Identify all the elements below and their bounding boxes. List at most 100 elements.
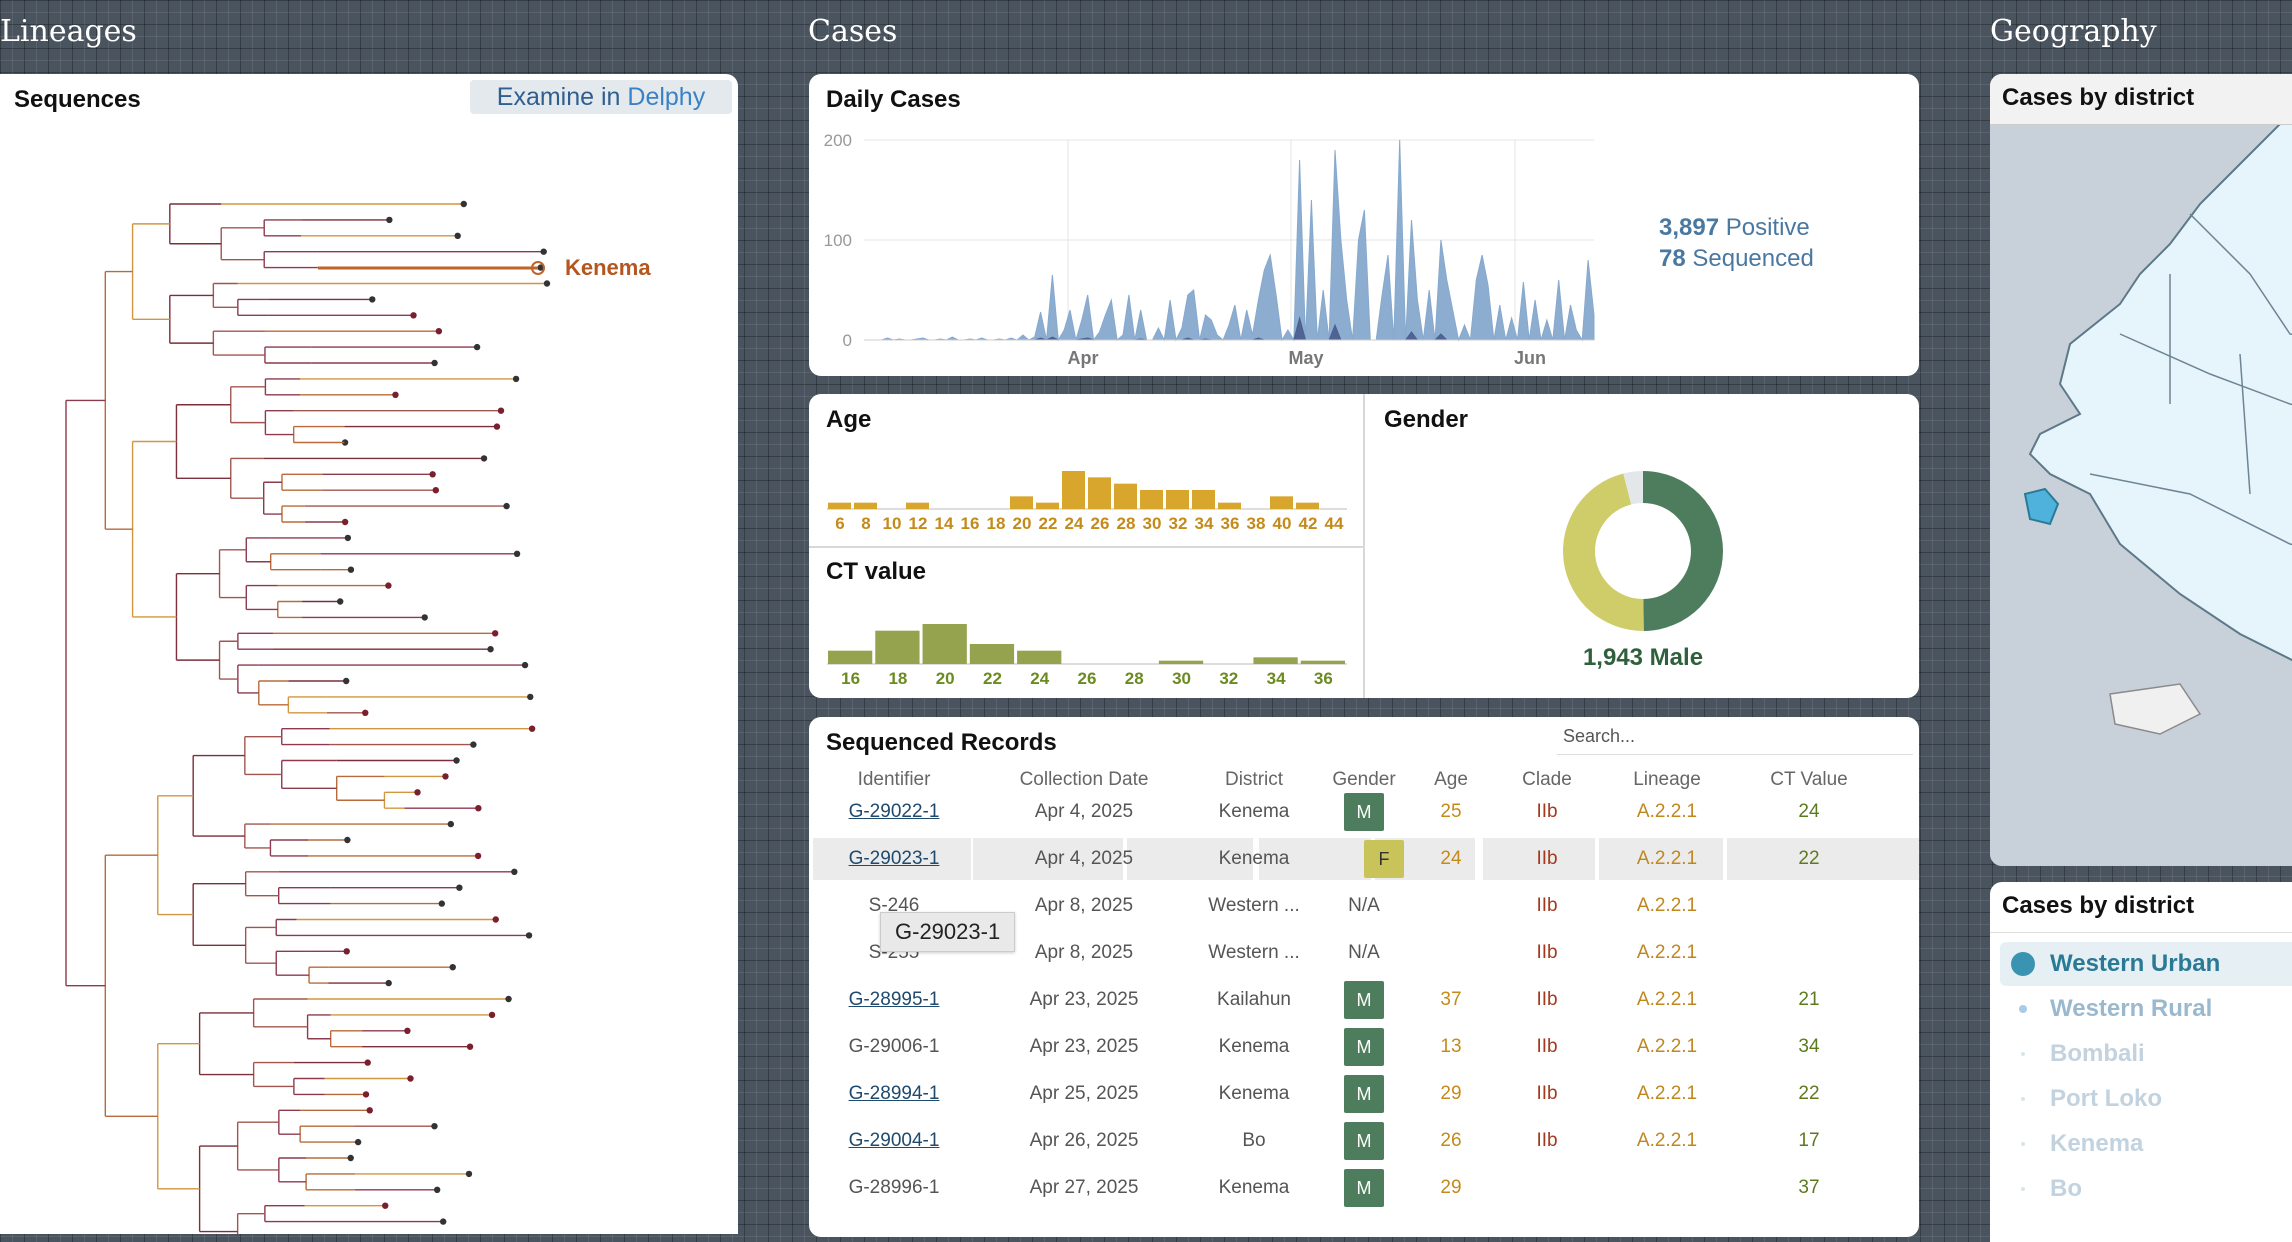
tree-leaf — [382, 1202, 389, 1209]
record-age: 37 — [1440, 989, 1462, 1010]
record-date: Apr 26, 2025 — [1029, 1130, 1139, 1151]
district-borders — [2089, 213, 2292, 546]
record-ct: 22 — [1798, 1083, 1820, 1104]
column-header-ct-value[interactable]: CT Value — [1770, 769, 1848, 790]
tree-leaf — [491, 630, 499, 637]
row-hover-highlight — [973, 838, 1123, 880]
age-title: Age — [826, 406, 872, 433]
column-header-age[interactable]: Age — [1434, 769, 1468, 790]
positive-stat: 3,897 Positive — [1659, 214, 1810, 242]
tree-leaf — [435, 328, 443, 335]
record-lineage: A.2.2.1 — [1636, 895, 1698, 916]
histogram-tick-label: 18 — [888, 669, 907, 688]
histogram-bar — [1088, 477, 1111, 509]
tree-leaf — [407, 1075, 414, 1082]
histogram-tick-label: 34 — [1267, 669, 1286, 688]
record-identifier[interactable]: G-28995-1 — [848, 989, 940, 1010]
donut-slice-unknown — [1623, 471, 1643, 505]
record-ct — [1744, 891, 1874, 921]
record-ct: 21 — [1798, 989, 1820, 1010]
record-date: Apr 23, 2025 — [1029, 1036, 1139, 1057]
histogram-tick-label: 12 — [909, 514, 928, 533]
record-clade: IIb — [1536, 1083, 1558, 1104]
legend-dot — [2021, 1052, 2025, 1056]
male-count-label: 1,943 Male — [1582, 644, 1704, 671]
horizontal-divider — [809, 546, 1363, 548]
histogram-bar — [906, 502, 929, 509]
column-header-collection-date[interactable]: Collection Date — [1019, 769, 1149, 790]
legend-item-port-loko[interactable]: Port Loko — [2050, 1085, 2162, 1112]
record-lineage: A.2.2.1 — [1636, 1083, 1698, 1104]
column-header-gender[interactable]: Gender — [1332, 769, 1396, 790]
tree-leaf — [433, 1186, 441, 1194]
record-age: 29 — [1440, 1083, 1462, 1104]
x-tick-label: May — [1288, 348, 1323, 368]
record-district: Kenema — [1218, 1036, 1290, 1057]
histogram-tick-label: 32 — [1219, 669, 1238, 688]
record-date: Apr 4, 2025 — [1034, 801, 1134, 822]
column-header-lineage[interactable]: Lineage — [1633, 769, 1701, 790]
histogram-bar — [828, 650, 873, 664]
gender-badge: M — [1344, 1122, 1384, 1160]
histogram-tick-label: 22 — [1039, 514, 1058, 533]
histogram-tick-label: 44 — [1325, 514, 1344, 533]
column-header-clade[interactable]: Clade — [1522, 769, 1572, 790]
tree-leaf — [404, 1027, 411, 1034]
tree-leaf — [543, 280, 551, 287]
histogram-bar — [1192, 490, 1215, 509]
tree-leaf — [492, 916, 499, 923]
gender-donut-chart — [1563, 471, 1723, 631]
histogram-tick-label: 42 — [1299, 514, 1318, 533]
tree-leaf — [431, 359, 438, 367]
phylogenetic-tree[interactable] — [0, 74, 738, 1234]
legend-item-western-urban[interactable]: Western Urban — [2050, 950, 2221, 977]
histogram-bar — [1166, 490, 1189, 509]
y-tick-label: 200 — [824, 131, 852, 150]
tree-leaf — [480, 455, 488, 462]
histogram-bar — [1114, 483, 1137, 509]
tree-leaf — [347, 1154, 354, 1162]
legend-dot — [2019, 1005, 2027, 1013]
tree-leaf — [528, 725, 536, 732]
age-histogram: 6 8 10 12 14 16 18 20 22 24 26 28 30 32 34 36 38 40 42 44 — [827, 471, 1347, 533]
record-lineage: A.2.2.1 — [1636, 801, 1698, 822]
legend-item-western-rural[interactable]: Western Rural — [2050, 995, 2213, 1022]
record-identifier: G-29006-1 — [848, 1036, 940, 1057]
histogram-bar — [1218, 502, 1241, 509]
record-district: Bo — [1242, 1130, 1266, 1151]
legend-selected-row — [2000, 942, 2292, 986]
record-identifier[interactable]: G-29023-1 — [848, 848, 940, 869]
tree-leaf — [431, 1123, 438, 1130]
record-identifier: G-28996-1 — [848, 1177, 940, 1198]
tree-leaf — [497, 407, 505, 414]
district-map[interactable] — [1990, 74, 2292, 866]
histogram-tick-label: 22 — [983, 669, 1002, 688]
legend-item-kenema[interactable]: Kenema — [2050, 1130, 2144, 1157]
examine-in-delphy-button[interactable]: Examine in Delphy — [470, 80, 732, 114]
row-hover-highlight — [1127, 838, 1253, 880]
legend-item-bo[interactable]: Bo — [2050, 1175, 2082, 1202]
records-search-input[interactable] — [1557, 719, 1913, 755]
record-identifier[interactable]: G-28994-1 — [848, 1083, 940, 1104]
histogram-tick-label: 38 — [1247, 514, 1266, 533]
tree-leaf — [540, 248, 547, 255]
map-title: Cases by district — [2002, 84, 2195, 111]
tree-leaf — [438, 900, 446, 907]
record-age: 24 — [1440, 848, 1462, 869]
record-clade: IIb — [1536, 895, 1558, 916]
record-identifier[interactable]: G-29004-1 — [848, 1130, 940, 1151]
histogram-tick-label: 14 — [935, 514, 954, 533]
cases-section-title: Cases — [808, 14, 898, 49]
tree-leaf — [432, 487, 440, 494]
record-identifier[interactable]: G-29022-1 — [848, 801, 940, 822]
legend-item-bombali[interactable]: Bombali — [2050, 1040, 2145, 1067]
vertical-divider — [1363, 394, 1365, 698]
column-header-identifier[interactable]: Identifier — [857, 769, 931, 790]
column-header-district[interactable]: District — [1224, 769, 1284, 790]
tree-leaf — [475, 805, 482, 812]
histogram-bar — [1253, 657, 1298, 664]
record-date: Apr 23, 2025 — [1029, 989, 1139, 1010]
tree-leaf — [465, 1170, 473, 1178]
histogram-tick-label: 36 — [1314, 669, 1333, 688]
tree-leaf — [473, 343, 481, 351]
